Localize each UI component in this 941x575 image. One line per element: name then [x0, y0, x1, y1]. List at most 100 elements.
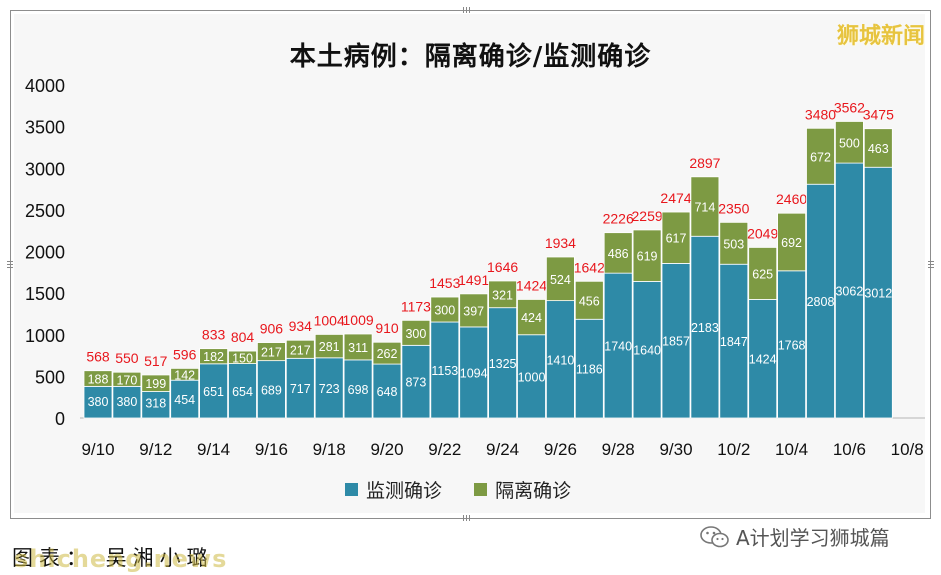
bar-label-isolation: 672 [810, 150, 831, 164]
bar-monitor [343, 359, 373, 419]
total-label: 906 [260, 321, 284, 337]
total-label: 1934 [545, 235, 576, 251]
y-tick-label: 1000 [25, 326, 65, 346]
bar-label-isolation: 500 [839, 136, 860, 150]
bar-isolation [83, 370, 113, 387]
x-tick-label: 9/12 [139, 440, 172, 459]
bar-label-monitor: 380 [88, 395, 109, 409]
bar-label-monitor: 651 [203, 385, 224, 399]
bar-label-monitor: 2183 [691, 321, 719, 335]
bar-isolation [256, 342, 286, 362]
bar-isolation [661, 211, 691, 264]
chart-title: 本土病例：隔离确诊/监测确诊 [289, 42, 652, 72]
x-tick-label: 9/14 [197, 440, 230, 459]
total-label: 2460 [776, 191, 807, 207]
bar-label-monitor: 1768 [778, 338, 806, 352]
y-tick-label: 3500 [25, 118, 65, 138]
bar-label-isolation: 714 [694, 201, 715, 215]
bar-label-isolation: 300 [405, 327, 426, 341]
total-label: 1424 [516, 277, 547, 293]
legend-label-monitor: 监测确诊 [366, 480, 443, 502]
bar-label-monitor: 3012 [864, 287, 892, 301]
bar-label-monitor: 648 [377, 385, 398, 399]
total-label: 804 [231, 329, 255, 345]
bar-monitor [777, 270, 806, 419]
wechat-account-name: A计划学习狮城篇 [736, 526, 890, 550]
total-label: 1642 [574, 259, 605, 275]
bar-monitor [459, 326, 489, 419]
y-tick-label: 0 [55, 409, 65, 429]
x-tick-label: 9/10 [81, 440, 114, 459]
bar-monitor [661, 263, 691, 419]
total-label: 2897 [689, 155, 720, 171]
wechat-icon [700, 525, 729, 547]
bar-monitor [632, 281, 662, 419]
total-label: 1004 [314, 312, 345, 328]
total-label: 934 [289, 318, 313, 334]
resize-handle-right[interactable] [928, 260, 934, 268]
bar-label-monitor: 1640 [633, 344, 661, 358]
y-tick-label: 500 [35, 367, 65, 387]
y-tick-label: 2500 [25, 201, 65, 221]
bar-label-isolation: 456 [579, 294, 600, 308]
total-label: 1453 [429, 275, 460, 291]
bar-label-monitor: 698 [348, 383, 369, 397]
y-tick-label: 2000 [25, 243, 65, 263]
bar-isolation [141, 374, 171, 392]
bar-isolation [863, 128, 893, 168]
bar-label-monitor: 1094 [460, 366, 488, 380]
bar-isolation [372, 341, 402, 365]
total-label: 3562 [834, 99, 865, 115]
bar-isolation [632, 229, 662, 282]
bar-label-monitor: 1410 [546, 353, 574, 367]
bar-isolation [777, 212, 806, 272]
bar-label-isolation: 262 [377, 347, 398, 361]
bar-isolation [314, 334, 344, 359]
total-label: 2049 [747, 225, 778, 241]
bar-isolation [112, 371, 142, 387]
total-label: 2226 [603, 211, 634, 227]
bar-isolation [574, 280, 604, 320]
bar-label-monitor: 873 [405, 376, 426, 390]
total-label: 2474 [660, 190, 691, 206]
bar-isolation [285, 339, 315, 359]
bar-label-isolation: 142 [174, 368, 195, 382]
bar-label-monitor: 1325 [489, 357, 517, 371]
bar-label-isolation: 311 [348, 341, 368, 355]
bar-label-isolation: 281 [319, 340, 340, 354]
bar-label-monitor: 380 [116, 395, 137, 409]
bar-monitor [256, 360, 286, 419]
bar-isolation [546, 256, 575, 302]
x-tick-label: 9/16 [255, 440, 288, 459]
bar-isolation [806, 127, 835, 185]
bar-isolation [170, 367, 200, 381]
bar-monitor [806, 183, 835, 419]
resize-handle-bottom[interactable] [463, 515, 471, 521]
bar-label-monitor: 1153 [431, 364, 458, 378]
bar-label-isolation: 182 [203, 350, 224, 364]
x-tick-label: 9/28 [602, 440, 635, 459]
bar-label-isolation: 503 [723, 237, 744, 251]
resize-handle-top[interactable] [463, 7, 471, 13]
wechat-account[interactable]: A计划学习狮城篇 [700, 522, 890, 551]
bar-isolation [517, 299, 546, 336]
bar-isolation [488, 280, 518, 309]
bar-label-isolation: 625 [752, 267, 773, 281]
bar-monitor [314, 357, 344, 419]
bar-label-monitor: 723 [319, 382, 340, 396]
x-tick-label: 10/8 [891, 440, 924, 459]
bar-label-monitor: 318 [145, 397, 166, 411]
bar-label-isolation: 217 [290, 343, 311, 357]
bar-label-monitor: 2808 [807, 295, 835, 309]
total-label: 2350 [718, 200, 749, 216]
bar-isolation [401, 319, 431, 346]
legend-label-isolation: 隔离确诊 [495, 480, 572, 502]
resize-handle-left[interactable] [7, 260, 13, 268]
total-label: 568 [86, 349, 110, 365]
total-label: 3475 [863, 107, 894, 123]
x-tick-label: 10/2 [717, 440, 750, 459]
bar-label-isolation: 300 [434, 304, 455, 318]
chart-legend: 监测确诊 隔离确诊 [345, 476, 597, 503]
y-tick-label: 1500 [25, 284, 65, 304]
